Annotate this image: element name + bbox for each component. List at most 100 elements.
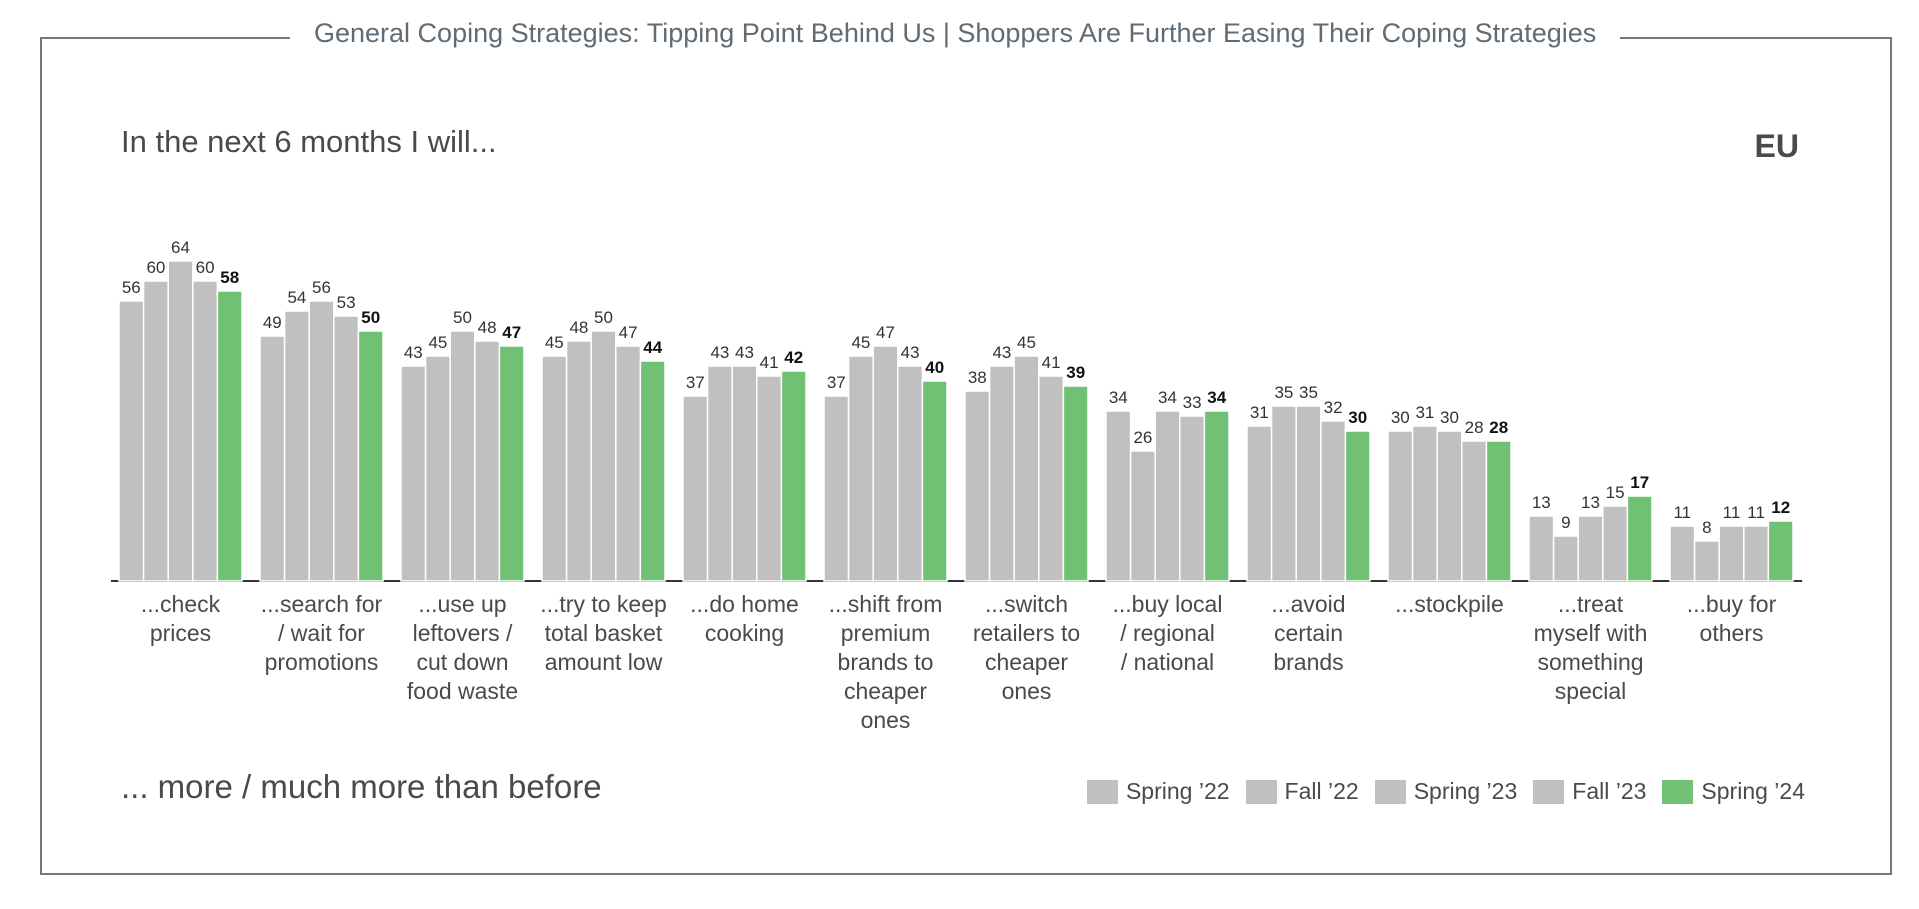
data-label: 43 [901, 343, 920, 362]
chart-title: General Coping Strategies: Tipping Point… [290, 18, 1621, 49]
data-label: 39 [1066, 363, 1085, 382]
data-label: 34 [1158, 388, 1177, 407]
data-label: 42 [784, 348, 803, 367]
data-label: 41 [1042, 353, 1061, 372]
legend-swatch [1662, 779, 1694, 804]
bar [1320, 420, 1347, 582]
data-label: 15 [1606, 483, 1625, 502]
bar [1411, 425, 1438, 582]
bar [1602, 505, 1629, 582]
data-label: 13 [1532, 493, 1551, 512]
data-label: 43 [404, 343, 423, 362]
legend-swatch [1374, 779, 1406, 804]
bar [192, 280, 219, 582]
chart-subtitle: In the next 6 months I will... [121, 124, 497, 159]
data-label: 50 [361, 308, 380, 327]
legend-label: Fall ’23 [1572, 778, 1647, 804]
bar [1743, 525, 1770, 582]
data-label: 43 [735, 343, 754, 362]
data-label: 35 [1274, 383, 1293, 402]
bar [400, 365, 427, 582]
chart-footnote: ... more / much more than before [121, 768, 602, 805]
legend-item: Spring ’24 [1662, 778, 1805, 805]
data-label: 45 [851, 333, 870, 352]
bar [988, 365, 1015, 582]
bar [1105, 410, 1132, 582]
data-label: 11 [1747, 503, 1765, 522]
legend-label: Spring ’22 [1125, 778, 1230, 804]
data-label: 47 [502, 323, 521, 342]
data-label: 45 [1017, 333, 1036, 352]
bar [1246, 425, 1273, 582]
bar [731, 365, 758, 582]
data-label: 54 [287, 288, 306, 307]
category-label: ...buy local / regional / national [1112, 591, 1223, 675]
data-label: 28 [1465, 418, 1484, 437]
bar [1528, 515, 1555, 582]
data-label: 31 [1415, 403, 1434, 422]
bar [847, 355, 874, 582]
bar [639, 360, 666, 582]
bar [474, 340, 501, 582]
data-label: 30 [1348, 408, 1367, 427]
bar [1129, 450, 1156, 582]
data-label: 30 [1391, 408, 1410, 427]
data-label: 43 [710, 343, 729, 362]
bar [216, 290, 243, 582]
legend-item: Spring ’22 [1086, 778, 1230, 805]
bar [1344, 430, 1371, 582]
bar [498, 345, 525, 582]
bar [590, 330, 617, 582]
category-label: ...search for / wait for promotions [260, 591, 383, 675]
bar [615, 345, 642, 582]
category-label: ...try to keep total basket amount low [540, 591, 667, 675]
bar [259, 335, 286, 582]
legend-label: Spring ’24 [1701, 778, 1805, 804]
category-label: ...use up leftovers / cut down food wast… [406, 591, 519, 704]
data-label: 60 [196, 258, 215, 277]
bar [142, 280, 169, 582]
bar [1270, 405, 1297, 582]
category-label: ...do home cooking [690, 591, 799, 646]
data-label: 47 [619, 323, 638, 342]
bar [1552, 535, 1579, 582]
category-label: ...stockpile [1395, 591, 1504, 617]
bar [682, 395, 709, 582]
legend-swatch [1533, 779, 1565, 804]
bar [118, 300, 145, 582]
data-label: 47 [876, 323, 895, 342]
data-label: 50 [594, 308, 613, 327]
data-label: 48 [478, 318, 497, 337]
bar [449, 330, 476, 582]
data-label: 58 [220, 268, 239, 287]
bar [1179, 415, 1206, 582]
data-label: 26 [1133, 428, 1152, 447]
data-label: 8 [1702, 518, 1711, 537]
data-label: 28 [1489, 418, 1508, 437]
category-label: ...switch retailers to cheaper ones [972, 591, 1081, 704]
bar [565, 340, 592, 582]
bar [1295, 405, 1322, 582]
data-label: 49 [263, 313, 282, 332]
bar [823, 395, 850, 582]
category-label: ...treat myself with something special [1533, 591, 1648, 704]
bar [1718, 525, 1745, 582]
bar [1203, 410, 1230, 582]
bar [424, 355, 451, 582]
region-label: EU [1754, 128, 1799, 164]
data-label: 50 [453, 308, 472, 327]
bar [1436, 430, 1463, 582]
legend: Spring ’22 Fall ’22 Spring ’23 Fall ’23 Spri… [1086, 778, 1805, 805]
data-label: 17 [1630, 473, 1649, 492]
data-label: 33 [1183, 393, 1202, 412]
bar [1154, 410, 1181, 582]
bar [1485, 440, 1512, 582]
legend-label: Fall ’22 [1284, 778, 1359, 804]
category-label: ...shift from premium brands to cheaper … [828, 591, 943, 733]
legend-item: Spring ’23 [1374, 778, 1517, 805]
legend-item: Fall ’22 [1245, 778, 1359, 805]
data-label: 44 [643, 338, 662, 357]
bar [1669, 525, 1696, 582]
bar [357, 330, 384, 582]
